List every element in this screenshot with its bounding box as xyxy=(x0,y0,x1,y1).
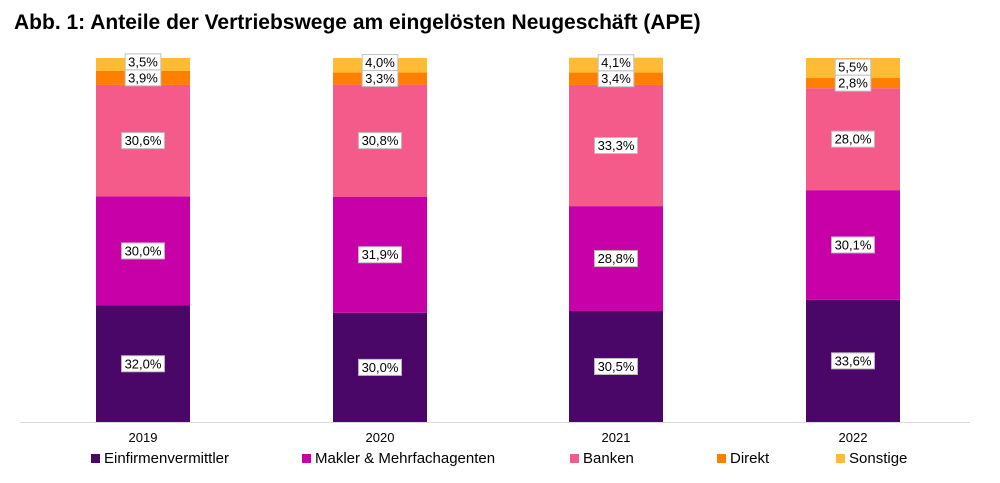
data-label: 32,0% xyxy=(125,356,162,371)
data-label: 30,8% xyxy=(362,133,399,148)
data-label-box xyxy=(124,53,162,71)
data-label: 2,8% xyxy=(838,76,868,91)
x-tick-label: 2022 xyxy=(839,430,868,445)
data-label: 28,0% xyxy=(835,132,872,147)
data-label-box xyxy=(358,132,402,150)
chart-legend: Einfirmenvermittler Makler & Mehrfachagen… xyxy=(0,450,1000,474)
legend-item: Sonstige xyxy=(836,450,907,467)
data-label-box xyxy=(358,246,402,264)
data-label-box xyxy=(831,352,875,370)
data-label: 4,1% xyxy=(601,55,631,70)
data-label: 3,9% xyxy=(128,70,158,85)
legend-label: Sonstige xyxy=(849,450,908,467)
data-label: 3,4% xyxy=(601,71,631,86)
chart-title: Abb. 1: Anteile der Vertriebswege am ein… xyxy=(14,11,701,34)
legend-item: Einfirmenvermittler xyxy=(91,450,229,467)
legend-label: Direkt xyxy=(730,450,770,467)
data-label: 3,3% xyxy=(365,71,395,86)
x-tick-label: 2019 xyxy=(129,430,158,445)
data-label-box xyxy=(121,355,165,373)
data-label-box xyxy=(358,358,402,376)
legend-label: Makler & Mehrfachagenten xyxy=(315,450,496,467)
legend-label: Banken xyxy=(583,450,634,467)
data-label-box xyxy=(594,357,638,375)
x-tick-label: 2020 xyxy=(366,430,395,445)
data-label: 33,6% xyxy=(835,353,872,368)
data-label: 30,0% xyxy=(125,243,162,258)
legend-item: Direkt xyxy=(717,450,769,467)
data-label: 30,0% xyxy=(362,360,399,375)
data-label-box xyxy=(361,54,399,72)
legend-swatch xyxy=(836,454,845,463)
data-label-box xyxy=(834,58,872,76)
data-label-box xyxy=(594,250,638,268)
data-label: 33,3% xyxy=(598,138,635,153)
data-label-box xyxy=(831,236,875,254)
data-label-box xyxy=(597,54,635,72)
data-label: 3,5% xyxy=(128,54,158,69)
data-label: 5,5% xyxy=(838,60,868,75)
legend-swatch xyxy=(570,454,579,463)
legend-swatch xyxy=(302,454,311,463)
data-label: 31,9% xyxy=(362,247,399,262)
legend-swatch xyxy=(91,454,100,463)
stacked-bar-chart: 32,0% 30,0% 30,6% 3,9%3,5% 2019 30,0% 31,9% 30,… xyxy=(20,53,970,445)
legend-item: Makler & Mehrfachagenten xyxy=(302,450,495,467)
legend-item: Banken xyxy=(570,450,634,467)
data-label: 30,1% xyxy=(835,237,872,252)
data-label-box xyxy=(121,242,165,260)
data-label-box xyxy=(594,137,638,155)
data-label-box xyxy=(121,132,165,150)
data-label: 28,8% xyxy=(598,251,635,266)
legend-swatch xyxy=(717,454,726,463)
data-label: 30,5% xyxy=(598,359,635,374)
data-label: 30,6% xyxy=(125,133,162,148)
x-tick-label: 2021 xyxy=(602,430,631,445)
data-label-box xyxy=(831,130,875,148)
legend-label: Einfirmenvermittler xyxy=(104,450,230,467)
data-label: 4,0% xyxy=(365,55,395,70)
